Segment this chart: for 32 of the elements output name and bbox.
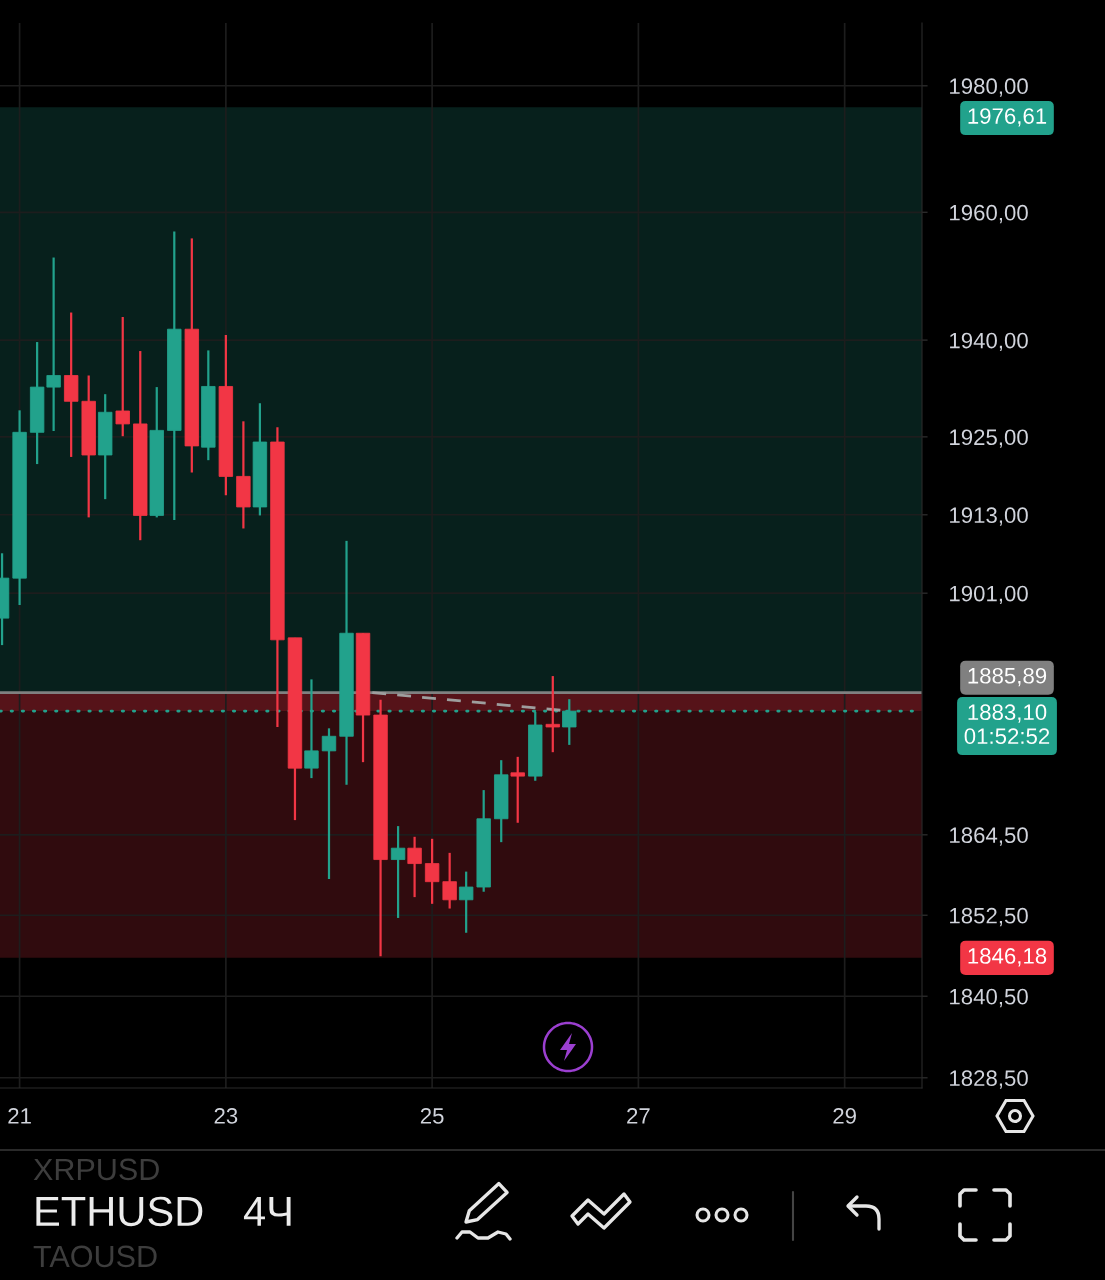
band-label: 1846,18 [968,948,1047,967]
y-tick-label: 1840,50 [950,988,1028,1008]
text: XRPUSD [33,1158,159,1181]
y-tick-label: 1960,00 [950,204,1028,224]
text: 4Ч [243,1197,291,1226]
candlestick [321,727,337,881]
y-tick-label: 1940,00 [950,332,1028,352]
x-tick-label: 29 [833,1108,856,1124]
x-tick-label: 23 [214,1108,238,1124]
candlestick [115,315,130,438]
y-tick-label: 1852,50 [950,907,1028,927]
y-tick-label: 1980,00 [950,78,1028,97]
text: TAOUSD [33,1245,157,1268]
candlestick [458,870,474,934]
x-tick-label: 21 [8,1108,31,1124]
ref-line-label: 1883,10 01:52:52 [964,704,1050,745]
candlestick [545,674,560,754]
text: ETHUSD [36,1196,203,1227]
candlestick [510,755,525,824]
y-tick-label: 1901,00 [950,585,1028,605]
candlestick [442,851,457,910]
candlestick [390,825,406,920]
x-tick-label: 27 [627,1108,650,1124]
y-tick-label: 1864,50 [950,827,1028,846]
candlestick [407,835,422,899]
candlestick [424,837,440,905]
y-tick-label: 1925,00 [950,429,1028,448]
x-tick-label: 25 [420,1108,444,1124]
ref-line-label: 1885,89 [968,667,1047,687]
band-label: 1976,61 [968,108,1047,127]
y-tick-label: 1828,50 [950,1070,1028,1089]
y-tick-label: 1913,00 [950,507,1028,526]
